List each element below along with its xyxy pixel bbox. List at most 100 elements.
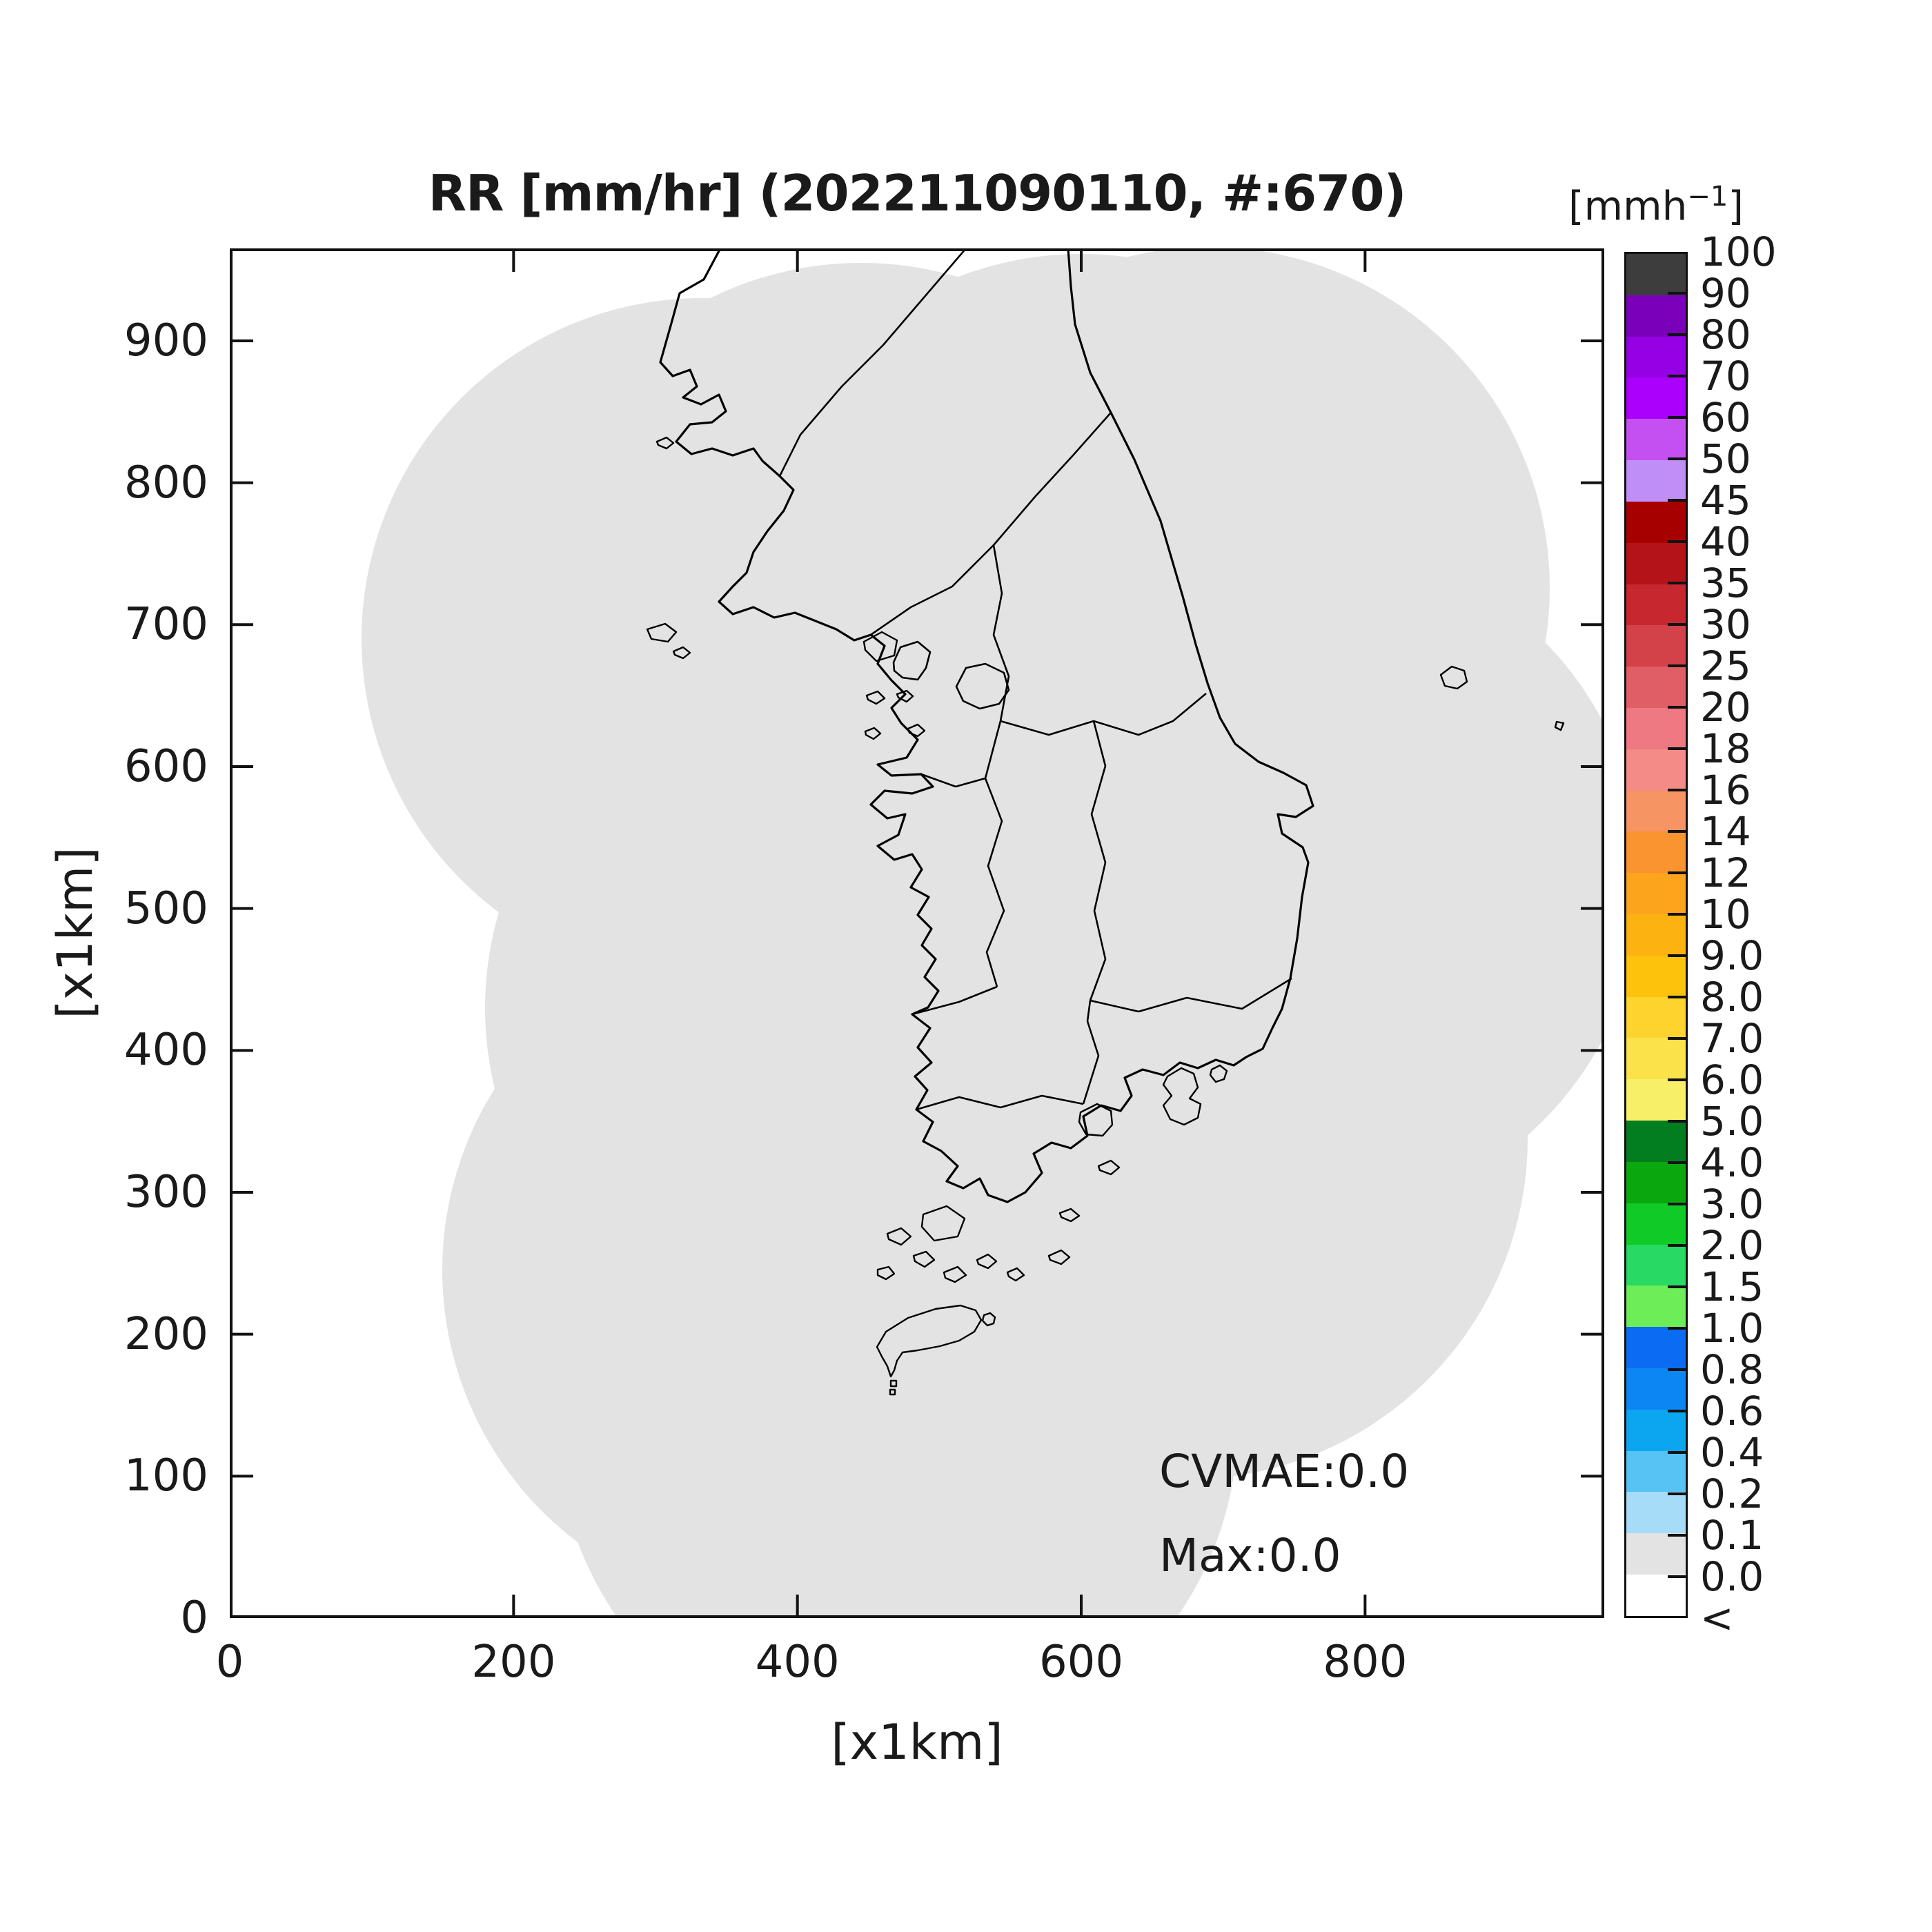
colorbar-level-label: 10	[1700, 891, 1751, 938]
y-tick-label: 0	[180, 1593, 208, 1644]
colorbar-tick-mark	[1668, 1575, 1686, 1578]
colorbar-level-label: 16	[1700, 767, 1751, 814]
colorbar-tick-mark	[1668, 1327, 1686, 1330]
colorbar-tick-mark	[1668, 664, 1686, 667]
province-border	[955, 662, 1010, 710]
island-outline	[862, 631, 898, 662]
colorbar-level-label: 9.0	[1700, 932, 1764, 979]
colorbar-tick-mark	[1668, 996, 1686, 998]
x-tick-label: 800	[1323, 1637, 1408, 1688]
y-tick-label: 100	[124, 1450, 208, 1502]
colorbar-level-label: 0.0	[1700, 1553, 1764, 1600]
colorbar-level-label: 1.0	[1700, 1305, 1764, 1352]
colorbar-segment	[1626, 831, 1686, 874]
colorbar-tick-mark	[1668, 789, 1686, 791]
colorbar-level-label: 4.0	[1700, 1139, 1764, 1186]
colorbar-tick-mark	[1668, 540, 1686, 543]
province-border	[892, 640, 931, 681]
y-tick-label: 600	[124, 740, 208, 792]
island-outline	[920, 1205, 966, 1242]
colorbar-tick-mark	[1668, 1285, 1686, 1288]
island-outline	[943, 1265, 967, 1283]
colorbar-segment	[1626, 1285, 1686, 1328]
island-outline	[1162, 1067, 1202, 1126]
x-tick-label: 200	[471, 1637, 556, 1688]
x-tick-label: 400	[755, 1637, 840, 1688]
colorbar-segment	[1626, 254, 1686, 295]
cvmae-annotation: CVMAE:0.0	[1159, 1445, 1410, 1498]
colorbar-title: [mmh−1]	[1546, 181, 1766, 229]
colorbar-level-label: <	[1700, 1595, 1734, 1642]
colorbar-tick-mark	[1668, 1203, 1686, 1205]
colorbar-level-label: 30	[1700, 601, 1751, 648]
colorbar-segment	[1626, 584, 1686, 626]
colorbar-segment	[1626, 1575, 1686, 1616]
colorbar-segment	[1626, 667, 1686, 708]
colorbar-tick-mark	[1668, 333, 1686, 336]
province-border	[916, 1094, 1084, 1111]
island-outline	[886, 1227, 912, 1246]
island-outline	[876, 1265, 896, 1281]
colorbar-level-label: 12	[1700, 849, 1751, 896]
colorbar-tick-mark	[1668, 1410, 1686, 1412]
island-outline	[1554, 720, 1565, 731]
colorbar-segment	[1626, 501, 1686, 543]
colorbar-tick-mark	[1668, 499, 1686, 502]
colorbar	[1624, 252, 1688, 1618]
island-outline	[1006, 1267, 1025, 1282]
province-border	[911, 985, 998, 1016]
island-outline	[889, 1388, 896, 1396]
colorbar-level-label: 18	[1700, 725, 1751, 772]
colorbar-segment	[1626, 955, 1686, 997]
island-outline	[896, 689, 914, 703]
colorbar-segment	[1626, 1368, 1686, 1410]
colorbar-tick-mark	[1668, 582, 1686, 584]
colorbar-level-label: 90	[1700, 270, 1751, 317]
colorbar-level-label: 0.8	[1700, 1346, 1764, 1393]
radar-coverage-circle	[556, 1082, 1238, 1618]
y-tick-label: 400	[124, 1025, 208, 1076]
y-tick-label: 700	[124, 599, 208, 651]
colorbar-level-label: 6.0	[1700, 1056, 1764, 1103]
colorbar-title-prefix: [mmh	[1568, 182, 1688, 230]
y-axis-label: [x1km]	[47, 847, 103, 1019]
island-outline	[976, 1253, 998, 1270]
colorbar-level-label: 40	[1700, 518, 1751, 565]
colorbar-segment	[1626, 1161, 1686, 1203]
island-outline	[912, 1250, 936, 1268]
plot-title: RR [mm/hr] (202211090110, #:670)	[428, 164, 1407, 222]
island-outline	[1209, 1064, 1228, 1083]
island-outline	[1097, 1159, 1121, 1176]
colorbar-tick-mark	[1668, 747, 1686, 750]
colorbar-level-label: 1.5	[1700, 1263, 1764, 1310]
colorbar-tick-mark	[1668, 1161, 1686, 1164]
map-plot-area	[230, 248, 1604, 1618]
colorbar-tick-mark	[1668, 830, 1686, 833]
y-tick-label: 200	[124, 1308, 208, 1360]
island-outline	[889, 1379, 898, 1388]
colorbar-tick-mark	[1668, 292, 1686, 295]
colorbar-segment	[1626, 1121, 1686, 1162]
province-border	[1089, 720, 1107, 1001]
colorbar-segment	[1626, 749, 1686, 791]
island-outline	[981, 1312, 996, 1327]
island-outline	[1058, 1208, 1081, 1223]
x-tick-label: 0	[215, 1637, 244, 1688]
colorbar-segment	[1626, 1079, 1686, 1121]
colorbar-segment	[1626, 336, 1686, 378]
colorbar-level-label: 50	[1700, 435, 1751, 482]
colorbar-level-label: 35	[1700, 560, 1751, 607]
colorbar-tick-mark	[1668, 375, 1686, 377]
colorbar-segment	[1626, 419, 1686, 461]
province-border	[920, 720, 1002, 788]
colorbar-tick-mark	[1668, 1534, 1686, 1537]
colorbar-tick-mark	[1668, 623, 1686, 626]
y-tick-label: 900	[124, 315, 208, 366]
island-outline	[1078, 1103, 1114, 1137]
colorbar-segment	[1626, 377, 1686, 420]
colorbar-level-label: 0.1	[1700, 1512, 1764, 1559]
colorbar-segment	[1626, 873, 1686, 914]
colorbar-segment	[1626, 1533, 1686, 1575]
colorbar-level-label: 70	[1700, 353, 1751, 400]
